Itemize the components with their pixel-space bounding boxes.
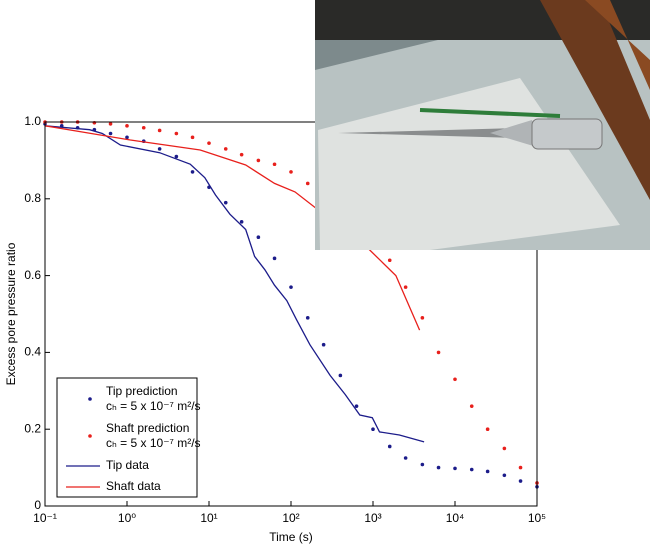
data-point (289, 170, 293, 174)
legend-annotation: cₕ = 5 x 10⁻⁷ m²/s (106, 399, 201, 413)
x-axis-label: Time (s) (269, 530, 313, 544)
data-point (403, 285, 408, 289)
legend-annotation: cₕ = 5 x 10⁻⁷ m²/s (106, 436, 201, 450)
data-point (108, 122, 113, 126)
data-point (305, 181, 310, 186)
legend-marker (88, 397, 92, 401)
data-point (141, 125, 146, 130)
data-point (157, 147, 162, 151)
x-tick-label: 10⁻¹ (33, 511, 57, 525)
data-point (256, 235, 261, 239)
data-point (338, 373, 343, 378)
data-point (436, 350, 441, 355)
legend-box (56, 377, 198, 498)
data-point (502, 473, 507, 478)
data-point (239, 152, 244, 157)
data-point (305, 316, 310, 320)
data-point (469, 467, 474, 472)
data-point (485, 469, 490, 474)
x-tick-label: 10³ (364, 511, 381, 525)
data-point (371, 427, 375, 432)
legend-label: Tip data (106, 458, 149, 472)
data-point (387, 258, 392, 263)
data-point (453, 377, 457, 382)
data-point (239, 220, 244, 224)
data-point (453, 466, 457, 471)
y-tick-label: 0.4 (24, 345, 41, 359)
y-axis-label: Excess pore pressure ratio (4, 242, 18, 385)
data-point (223, 200, 228, 205)
data-point (289, 285, 293, 289)
data-point (190, 135, 195, 140)
x-tick-label: 10¹ (200, 511, 217, 525)
x-tick-label: 10⁵ (528, 511, 546, 525)
data-point (469, 404, 474, 408)
y-tick-label: 1.0 (24, 114, 41, 128)
legend-marker (88, 434, 92, 438)
data-point (502, 446, 507, 451)
x-tick-label: 10⁴ (446, 511, 465, 525)
legend-label: Tip prediction (106, 384, 178, 398)
data-point (174, 154, 179, 159)
data-line (44, 125, 421, 331)
data-point (207, 141, 211, 145)
data-point (108, 131, 113, 136)
data-point (272, 256, 277, 261)
legend-label: Shaft prediction (106, 421, 189, 435)
data-point (436, 465, 441, 470)
data-point (485, 427, 490, 432)
data-point (272, 162, 277, 167)
x-tick-label: 10⁰ (118, 511, 136, 525)
data-point (256, 158, 261, 163)
data-point (387, 444, 392, 449)
data-point (125, 135, 129, 140)
data-point (518, 465, 523, 470)
data-point (321, 342, 326, 347)
data-point (125, 124, 129, 128)
photo (315, 0, 650, 250)
plot-area (43, 120, 539, 489)
data-point (190, 170, 195, 174)
data-point (420, 462, 425, 467)
y-tick-label: 0.2 (24, 421, 41, 435)
data-point (518, 479, 523, 483)
legend-label: Shaft data (106, 479, 161, 493)
data-line (44, 125, 425, 443)
y-tick-label: 0.8 (24, 191, 41, 205)
data-point (157, 128, 162, 133)
y-tick-label: 0 (34, 498, 41, 512)
data-point (174, 131, 179, 136)
y-tick-label: 0.6 (24, 268, 41, 282)
data-point (420, 316, 425, 320)
data-point (403, 456, 408, 460)
data-point (223, 147, 228, 151)
x-tick-label: 10² (282, 511, 299, 525)
data-point (354, 404, 359, 408)
